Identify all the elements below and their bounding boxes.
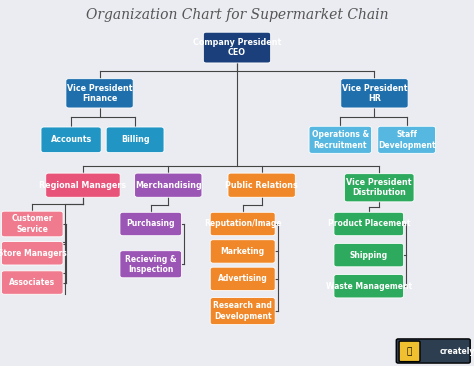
- Text: Customer
Service: Customer Service: [11, 214, 53, 234]
- Text: Operations &
Recruitment: Operations & Recruitment: [312, 130, 369, 150]
- Text: Recieving &
Inspection: Recieving & Inspection: [125, 254, 176, 274]
- FancyBboxPatch shape: [66, 79, 133, 108]
- Text: creately: creately: [440, 347, 474, 356]
- FancyBboxPatch shape: [135, 173, 202, 197]
- FancyBboxPatch shape: [334, 212, 403, 236]
- Text: Billing: Billing: [121, 135, 149, 144]
- Text: Associates: Associates: [9, 278, 55, 287]
- Text: Product Placement: Product Placement: [328, 220, 410, 228]
- FancyBboxPatch shape: [120, 212, 182, 236]
- Text: Waste Management: Waste Management: [326, 282, 412, 291]
- FancyBboxPatch shape: [1, 271, 63, 294]
- FancyBboxPatch shape: [344, 174, 414, 202]
- FancyBboxPatch shape: [210, 267, 275, 291]
- Text: Accounts: Accounts: [50, 135, 92, 144]
- FancyBboxPatch shape: [46, 173, 120, 197]
- Text: Reputation/Image: Reputation/Image: [204, 220, 282, 228]
- FancyBboxPatch shape: [341, 79, 408, 108]
- Text: Shipping: Shipping: [350, 251, 388, 259]
- Text: Staff
Development: Staff Development: [378, 130, 436, 150]
- FancyBboxPatch shape: [334, 274, 403, 298]
- FancyBboxPatch shape: [203, 32, 271, 63]
- Text: Marketing: Marketing: [220, 247, 265, 256]
- Text: 💡: 💡: [407, 347, 412, 356]
- Text: Public Relations: Public Relations: [225, 181, 298, 190]
- FancyBboxPatch shape: [1, 211, 63, 237]
- FancyBboxPatch shape: [1, 242, 63, 265]
- FancyBboxPatch shape: [378, 126, 436, 153]
- FancyBboxPatch shape: [309, 126, 372, 153]
- Text: Vice President
Distribution: Vice President Distribution: [346, 178, 412, 198]
- FancyBboxPatch shape: [334, 243, 403, 267]
- Text: Organization Chart for Supermarket Chain: Organization Chart for Supermarket Chain: [86, 8, 388, 22]
- Text: Advertising: Advertising: [218, 274, 267, 283]
- FancyBboxPatch shape: [228, 173, 295, 197]
- Text: Purchasing: Purchasing: [127, 220, 175, 228]
- FancyBboxPatch shape: [396, 339, 470, 363]
- Text: Research and
Development: Research and Development: [213, 301, 272, 321]
- FancyBboxPatch shape: [210, 298, 275, 325]
- Text: Store Managers: Store Managers: [0, 249, 67, 258]
- Text: Vice President
Finance: Vice President Finance: [67, 83, 132, 103]
- FancyBboxPatch shape: [210, 212, 275, 236]
- FancyBboxPatch shape: [210, 240, 275, 263]
- Text: Regional Managers: Regional Managers: [39, 181, 127, 190]
- Text: Company President
CEO: Company President CEO: [193, 38, 281, 57]
- FancyBboxPatch shape: [106, 127, 164, 153]
- FancyBboxPatch shape: [120, 251, 182, 278]
- FancyBboxPatch shape: [41, 127, 101, 153]
- Text: Vice President
HR: Vice President HR: [342, 83, 407, 103]
- FancyBboxPatch shape: [399, 341, 420, 362]
- Text: Merchandising: Merchandising: [135, 181, 201, 190]
